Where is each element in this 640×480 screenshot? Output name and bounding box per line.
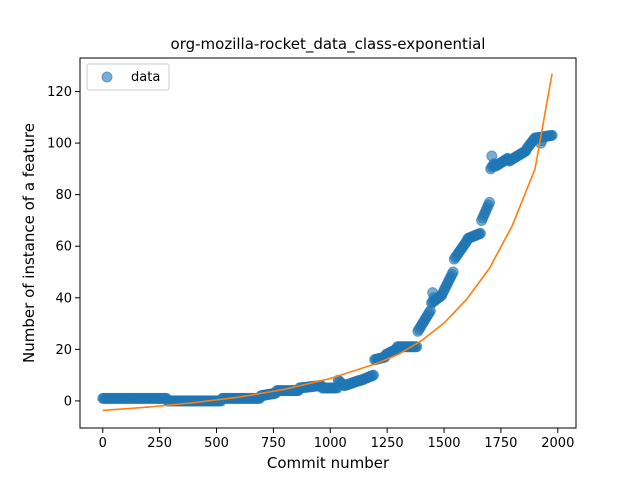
data-point: [484, 196, 496, 208]
x-tick-label: 500: [204, 436, 229, 451]
data-point: [447, 266, 459, 278]
x-axis: 0 250 500 750 1000 1250 1500 1750 2000: [99, 428, 574, 451]
legend: data: [86, 63, 170, 91]
y-tick-label: 40: [55, 291, 72, 306]
x-tick-label: 250: [147, 436, 172, 451]
y-tick-label: 120: [47, 85, 72, 100]
y-tick-label: 20: [55, 343, 72, 358]
data-point: [546, 129, 558, 141]
x-tick-label: 1750: [484, 436, 517, 451]
fit-line: [102, 73, 553, 412]
x-tick-label: 750: [261, 436, 286, 451]
data-point: [502, 153, 514, 165]
x-tick-label: 1000: [314, 436, 347, 451]
x-tick-label: 2000: [541, 436, 574, 451]
axes-frame: [79, 57, 577, 429]
data-point: [428, 292, 440, 304]
legend-label-data: data: [131, 70, 160, 85]
y-tick-label: 60: [55, 240, 72, 255]
y-tick-label: 100: [47, 137, 72, 152]
y-tick-label: 80: [55, 188, 72, 203]
plot-area: [97, 73, 558, 412]
chart-title: org-mozilla-rocket_data_class-exponentia…: [171, 35, 486, 54]
legend-marker-data: [101, 71, 113, 83]
x-tick-label: 1500: [427, 436, 460, 451]
y-axis-title: Number of instance of a feature: [20, 123, 38, 363]
x-tick-label: 1250: [371, 436, 404, 451]
data-point: [474, 227, 486, 239]
y-axis: 0 20 40 60 80 100 120: [47, 85, 80, 409]
legend-box: [86, 63, 170, 91]
data-point: [486, 150, 498, 162]
x-tick-label: 0: [99, 436, 107, 451]
y-tick-label: 0: [64, 394, 72, 409]
data-point: [368, 369, 379, 381]
data-point: [536, 135, 548, 147]
x-axis-title: Commit number: [267, 454, 390, 472]
